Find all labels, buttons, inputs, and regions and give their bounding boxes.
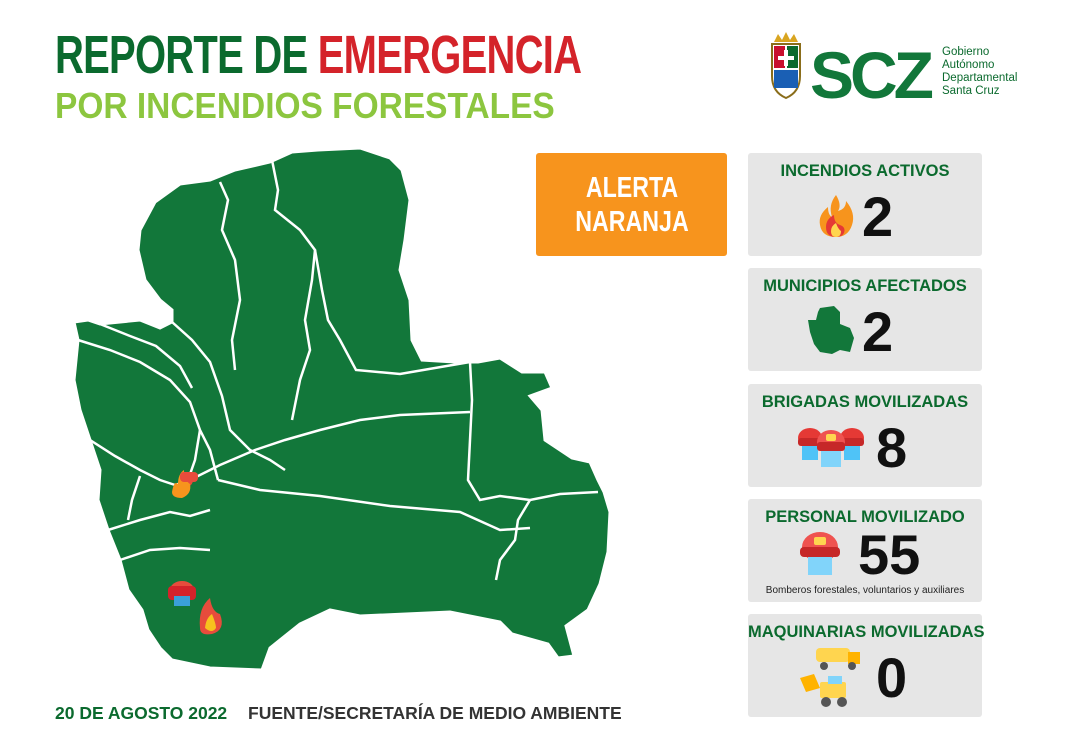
machinery-icon xyxy=(800,648,860,707)
title-part-2: EMERGENCIA xyxy=(317,25,582,85)
logo-z-accent xyxy=(896,40,936,100)
stat-card-personal: PERSONAL MOVILIZADO 55 Bomberos forestal… xyxy=(748,499,982,602)
stat-card-brigadas: BRIGADAS MOVILIZADAS 8 xyxy=(748,384,982,487)
page-title: REPORTE DE EMERGENCIA xyxy=(55,25,582,85)
alert-label: ALERTA NARANJA xyxy=(574,171,689,238)
stat-value: 2 xyxy=(862,300,894,363)
firefighter-group-icon xyxy=(798,428,864,467)
logo-mark: SCZ xyxy=(810,38,933,104)
stat-card-municipios: MUNICIPIOS AFECTADOS 2 xyxy=(748,268,982,371)
stat-title: BRIGADAS MOVILIZADAS xyxy=(761,393,969,411)
stat-title: MUNICIPIOS AFECTADOS xyxy=(763,277,967,295)
logo-line-1: Gobierno xyxy=(942,46,990,58)
stat-value: 2 xyxy=(862,185,894,248)
logo-line-4: Santa Cruz xyxy=(942,85,1000,97)
report-date: 20 DE AGOSTO 2022 xyxy=(55,703,228,723)
stat-title: MAQUINARIAS MOVILIZADAS xyxy=(748,623,985,641)
incident-marker-south xyxy=(168,581,222,635)
stat-value: 0 xyxy=(876,646,908,709)
stat-card-incendios: INCENDIOS ACTIVOS 2 xyxy=(748,153,982,256)
title-part-1: REPORTE DE xyxy=(55,25,318,85)
map-region-icon xyxy=(808,306,854,354)
report-source: FUENTE/SECRETARÍA DE MEDIO AMBIENTE xyxy=(248,703,622,723)
logo-text: Gobierno Autónomo Departamental Santa Cr… xyxy=(942,46,1017,98)
coat-of-arms-icon: SCZ xyxy=(771,32,937,112)
page-subtitle: POR INCENDIOS FORESTALES xyxy=(55,85,555,126)
stat-value: 8 xyxy=(876,416,908,479)
stat-card-maquinarias: MAQUINARIAS MOVILIZADAS 0 xyxy=(748,614,985,717)
department-map xyxy=(72,146,612,670)
stat-title: INCENDIOS ACTIVOS xyxy=(780,162,950,180)
logo-line-3: Departamental xyxy=(942,72,1018,84)
fire-icon xyxy=(819,195,854,237)
stat-note: Bomberos forestales, voluntarios y auxil… xyxy=(765,585,965,596)
stat-title: PERSONAL MOVILIZADO xyxy=(765,508,965,526)
logo-line-2: Autónomo xyxy=(942,59,995,71)
incident-marker-north xyxy=(172,470,198,498)
scz-logo: SCZ xyxy=(768,32,1038,112)
firefighter-icon xyxy=(800,532,840,575)
alert-badge: ALERTA NARANJA xyxy=(536,153,727,256)
stat-value: 55 xyxy=(858,523,921,586)
